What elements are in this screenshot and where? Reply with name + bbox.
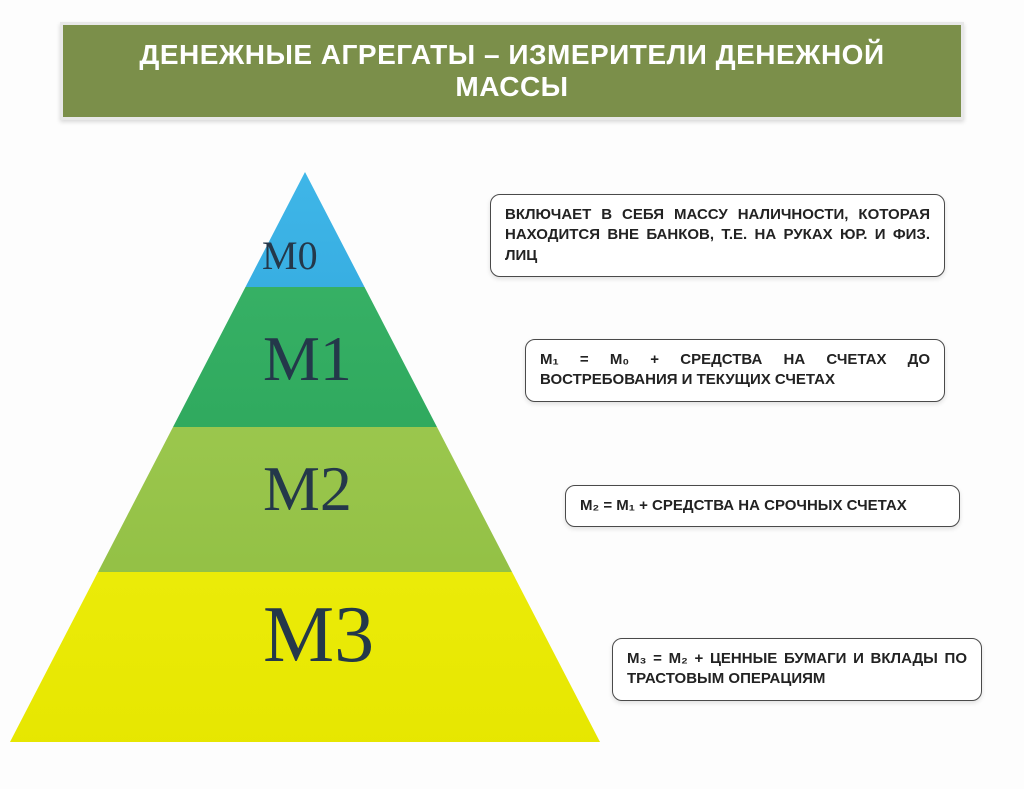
desc-m3: M₃ = M₂ + ЦЕННЫЕ БУМАГИ И ВКЛАДЫ ПО ТРАС… (612, 638, 982, 701)
desc-m2: M₂ = M₁ + СРЕДСТВА НА СРОЧНЫХ СЧЕТАХ (565, 485, 960, 527)
desc-m0: ВКЛЮЧАЕТ В СЕБЯ МАССУ НАЛИЧНОСТИ, КОТОРА… (490, 194, 945, 277)
pyramid-label-m1: M1 (263, 322, 352, 396)
descriptions: ВКЛЮЧАЕТ В СЕБЯ МАССУ НАЛИЧНОСТИ, КОТОРА… (490, 172, 990, 762)
label-main: M (262, 233, 298, 278)
pyramid-label-m2: M2 (263, 452, 352, 526)
label-main: M (263, 453, 320, 524)
label-sub: 2 (320, 453, 352, 524)
label-sub: 0 (298, 233, 318, 278)
pyramid-label-m3: M3 (263, 590, 374, 681)
label-sub: 1 (320, 323, 352, 394)
label-main: M (263, 323, 320, 394)
desc-m1: M₁ = M₀ + СРЕДСТВА НА СЧЕТАХ ДО ВОСТРЕБО… (525, 339, 945, 402)
label-sub: 3 (334, 591, 374, 679)
pyramid-label-m0: M0 (262, 232, 318, 279)
page-title: ДЕНЕЖНЫЕ АГРЕГАТЫ – ИЗМЕРИТЕЛИ ДЕНЕЖНОЙ … (60, 22, 964, 120)
label-main: M (263, 591, 334, 679)
